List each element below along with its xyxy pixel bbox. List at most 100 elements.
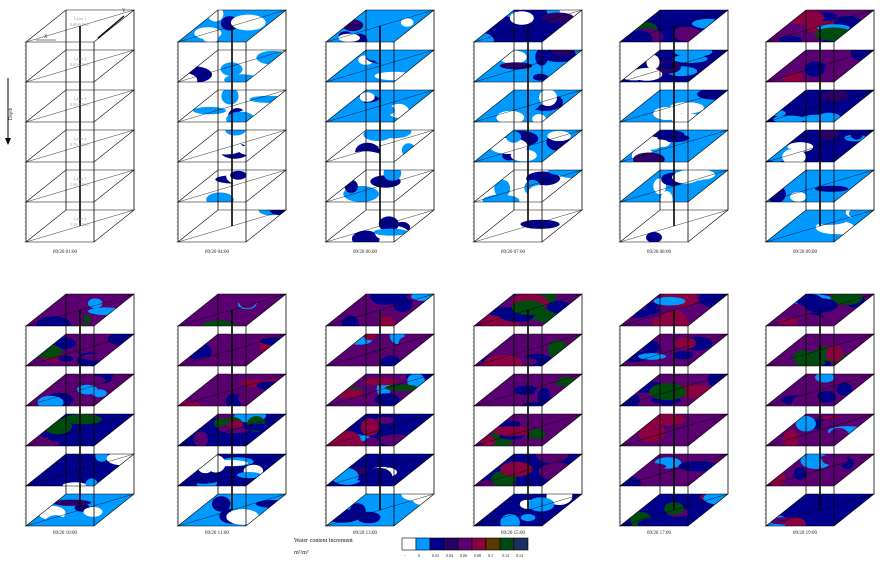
panel-time-label: 09/20 06:00 bbox=[353, 250, 378, 255]
contour-blob bbox=[660, 62, 676, 70]
contour-blob bbox=[527, 342, 549, 354]
contour-blob bbox=[817, 130, 840, 141]
contour-blob bbox=[520, 219, 560, 229]
contour-blob bbox=[542, 12, 574, 24]
panel-9: 09/20 13:00 bbox=[324, 293, 435, 536]
panel-4: 09/20 07:00 bbox=[472, 9, 583, 255]
contour-blob bbox=[331, 467, 359, 485]
contour-blob bbox=[784, 10, 825, 25]
contour-blob bbox=[203, 34, 219, 42]
contour-blob bbox=[85, 478, 98, 486]
contour-blob bbox=[535, 454, 569, 464]
moisture-contours bbox=[196, 210, 286, 242]
contour-blob bbox=[773, 115, 805, 122]
contour-blob bbox=[178, 401, 202, 406]
legend-tick-label: 0.1 bbox=[488, 553, 493, 558]
contour-blob bbox=[227, 420, 243, 428]
contour-blob bbox=[797, 314, 826, 326]
contour-blob bbox=[379, 316, 395, 326]
legend-swatch bbox=[471, 537, 487, 551]
legend-tick-label: 0.04 bbox=[446, 553, 453, 558]
contour-blob bbox=[95, 454, 108, 462]
contour-blob bbox=[326, 436, 365, 446]
panel-10: 09/20 15:00 bbox=[472, 293, 583, 536]
contour-blob bbox=[672, 171, 699, 184]
contour-blob bbox=[825, 55, 847, 72]
contour-blob bbox=[493, 426, 530, 437]
legend-tick-label: 0.02 bbox=[432, 553, 439, 558]
contour-blob bbox=[621, 72, 647, 81]
contour-blob bbox=[807, 61, 827, 71]
contour-blob bbox=[37, 395, 64, 406]
contour-blob bbox=[547, 130, 571, 142]
contour-blob bbox=[74, 375, 106, 386]
legend-swatch bbox=[429, 537, 445, 551]
legend-swatch bbox=[415, 537, 431, 551]
layer-slab bbox=[473, 49, 583, 83]
legend-swatch bbox=[499, 537, 515, 551]
contour-blob bbox=[842, 454, 874, 460]
moisture-contours bbox=[351, 216, 411, 242]
contour-blob bbox=[620, 228, 652, 235]
contour-blob bbox=[558, 334, 574, 344]
contour-blob bbox=[672, 54, 708, 63]
contour-blob bbox=[703, 418, 724, 426]
panel-time-label: 09/20 10:00 bbox=[53, 531, 78, 536]
contour-blob bbox=[230, 170, 247, 180]
contour-blob bbox=[220, 433, 250, 446]
contour-blob bbox=[375, 416, 396, 424]
contour-blob bbox=[87, 298, 103, 309]
contour-blob bbox=[349, 503, 366, 519]
moisture-contours bbox=[482, 170, 582, 202]
moisture-contours bbox=[767, 454, 874, 486]
legend-tick-label: - bbox=[404, 553, 406, 558]
layer-range: 1.25-1.50m bbox=[70, 222, 89, 227]
legend-tick-label: 0 bbox=[418, 553, 420, 558]
moisture-contours bbox=[494, 494, 573, 526]
contour-blob bbox=[623, 309, 651, 318]
contour-blob bbox=[528, 428, 546, 440]
y-axis-arrow bbox=[97, 15, 125, 39]
layer-range: 0.00-0.25m bbox=[70, 22, 89, 27]
legend-swatch bbox=[443, 537, 459, 551]
layer-name: Layer 6 bbox=[74, 216, 86, 221]
contour-blob bbox=[363, 334, 377, 341]
contour-blob bbox=[511, 300, 545, 316]
moisture-contours bbox=[478, 334, 574, 366]
panel-1: 09/20 01:00 Layer 10.00-0.25m Layer 20.25-… bbox=[5, 9, 135, 255]
contour-blob bbox=[385, 384, 418, 392]
legend-tick-label: 0.06 bbox=[460, 553, 467, 558]
contour-blob bbox=[499, 62, 533, 70]
contour-blob bbox=[480, 436, 496, 446]
legend-tick-label: 0.12 bbox=[502, 553, 509, 558]
contour-blob bbox=[364, 467, 393, 485]
contour-blob bbox=[192, 356, 228, 366]
layer-slab bbox=[473, 169, 583, 203]
contour-blob bbox=[692, 18, 725, 29]
contour-blob bbox=[359, 92, 375, 102]
moisture-contours bbox=[474, 50, 577, 82]
contour-blob bbox=[178, 72, 198, 82]
contour-blob bbox=[88, 307, 124, 316]
contour-blob bbox=[31, 344, 63, 359]
contour-blob bbox=[521, 402, 551, 406]
contour-blob bbox=[400, 18, 414, 27]
contour-blob bbox=[221, 90, 239, 105]
contour-blob bbox=[674, 337, 697, 349]
contour-blob bbox=[342, 19, 364, 32]
contour-blob bbox=[620, 391, 640, 406]
layer-slab bbox=[325, 493, 435, 527]
contour-blob bbox=[510, 149, 537, 162]
contour-blob bbox=[373, 228, 408, 236]
panel-time-label: 09/20 07:00 bbox=[501, 250, 526, 255]
layer-slab bbox=[325, 333, 435, 367]
contour-blob bbox=[509, 11, 534, 25]
contour-blob bbox=[620, 476, 642, 486]
contour-blob bbox=[703, 494, 728, 506]
contour-blob bbox=[380, 355, 402, 366]
contour-blob bbox=[107, 334, 134, 346]
contour-blob bbox=[805, 497, 821, 511]
moisture-contours bbox=[620, 457, 718, 486]
panel-time-label: 09/20 08:00 bbox=[647, 250, 672, 255]
